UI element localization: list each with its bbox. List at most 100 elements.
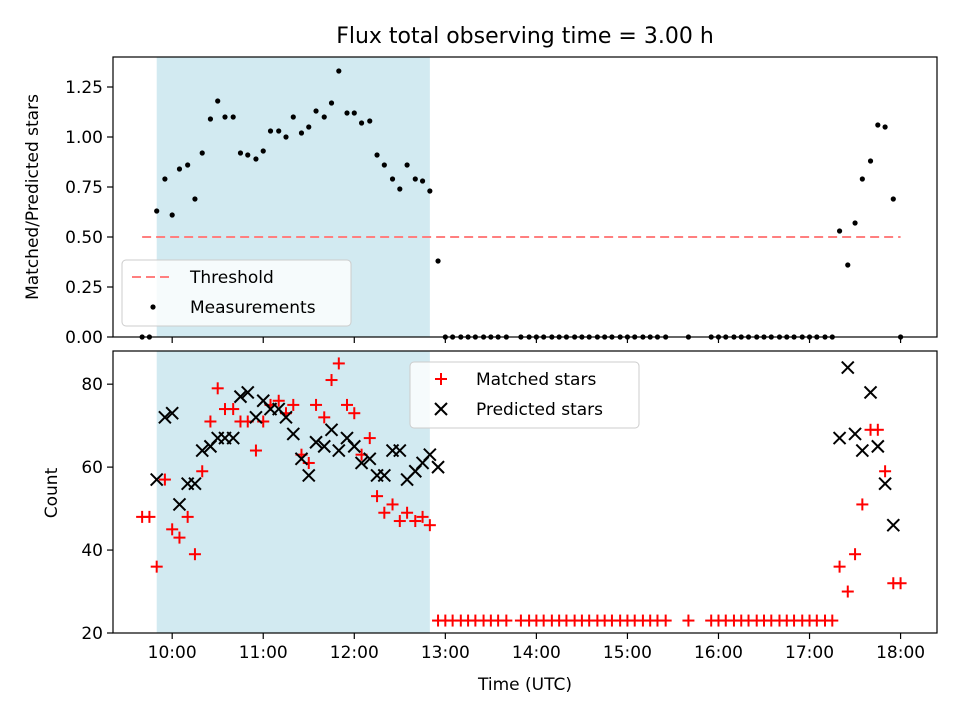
measurement-point xyxy=(222,114,228,120)
legend-measurements-swatch xyxy=(150,304,156,310)
measurement-point xyxy=(298,130,305,136)
y-tick-label: 0.00 xyxy=(65,328,103,348)
predicted-star-point xyxy=(393,443,407,458)
observing-window-shade-bottom xyxy=(156,351,430,633)
bottom-legend: Matched stars Predicted stars xyxy=(409,361,640,429)
x-tick-label: 13:00 xyxy=(421,643,470,663)
predicted-star-point xyxy=(317,439,331,454)
matched-star-point xyxy=(287,398,300,411)
predicted-star-point xyxy=(226,431,240,445)
bottom-legend-box xyxy=(409,361,640,429)
measurement-point xyxy=(389,176,396,182)
predicted-star-point xyxy=(347,439,361,454)
x-tick-label: 10:00 xyxy=(148,643,197,663)
predicted-star-point xyxy=(886,518,901,532)
measurement-point xyxy=(207,116,214,122)
matched-star-point xyxy=(879,465,892,478)
predicted-star-point xyxy=(172,497,187,512)
matched-star-point xyxy=(500,614,513,627)
top-legend-box xyxy=(121,259,352,327)
matched-star-point xyxy=(363,432,376,445)
measurement-point xyxy=(176,166,183,172)
legend-measurements-label: Measurements xyxy=(190,298,316,318)
measurement-point xyxy=(890,196,896,202)
x-tick-label: 14:00 xyxy=(512,643,561,663)
matched-star-point xyxy=(158,473,171,486)
matched-star-point xyxy=(150,560,163,573)
matched-star-point xyxy=(325,374,338,387)
matched-star-point xyxy=(188,548,201,561)
matched-star-point xyxy=(659,614,672,627)
measurement-point xyxy=(237,150,244,156)
top-y-axis-label: Matched/Predicted stars xyxy=(23,94,43,300)
predicted-star-point xyxy=(302,468,316,483)
matched-star-point xyxy=(227,403,240,416)
measurement-point xyxy=(412,176,418,182)
bottom-x-axis-ticks: 10:00 11:00 12:00 13:00 14:00 15:00 16:00 17:00… xyxy=(148,633,925,663)
measurement-point xyxy=(230,114,236,120)
x-tick-label: 18:00 xyxy=(876,643,925,663)
matched-star-point xyxy=(211,382,224,395)
predicted-star-point xyxy=(241,385,255,400)
measurement-point xyxy=(192,196,198,202)
measurement-point xyxy=(328,100,335,106)
matched-star-point xyxy=(826,614,839,627)
predicted-star-point xyxy=(871,439,885,454)
measurement-point xyxy=(283,134,289,140)
measurement-point xyxy=(381,162,387,168)
matched-star-point xyxy=(894,577,907,590)
y-tick-label: 1.25 xyxy=(65,78,103,98)
y-tick-label: 40 xyxy=(81,541,103,561)
matched-star-point xyxy=(386,498,399,511)
matched-star-point xyxy=(409,515,422,528)
x-tick-label: 17:00 xyxy=(785,643,834,663)
measurement-point xyxy=(344,110,350,116)
measurement-point xyxy=(859,176,865,182)
y-tick-label: 60 xyxy=(81,458,103,478)
measurement-point xyxy=(419,178,426,184)
matched-star-point xyxy=(423,519,436,532)
matched-star-point xyxy=(318,411,331,424)
y-tick-label: 80 xyxy=(81,375,103,395)
x-tick-label: 11:00 xyxy=(239,643,288,663)
matched-star-point xyxy=(272,394,285,407)
matched-star-point xyxy=(143,510,156,523)
top-x-axis-ticks xyxy=(171,337,902,343)
measurement-point xyxy=(185,162,191,168)
measurement-point xyxy=(404,162,410,168)
x-tick-label: 15:00 xyxy=(603,643,652,663)
predicted-star-point xyxy=(363,452,377,466)
measurement-point xyxy=(351,110,357,116)
bottom-plot-frame xyxy=(112,350,938,634)
matched-star-point xyxy=(310,398,323,411)
matched-star-point xyxy=(204,415,217,428)
measurement-point xyxy=(336,68,342,74)
measurement-point xyxy=(875,122,881,128)
measurement-point xyxy=(882,124,888,130)
legend-matched-label: Matched stars xyxy=(476,370,596,390)
matched-star-point xyxy=(416,510,429,523)
measurement-point xyxy=(836,228,843,234)
measurement-point xyxy=(306,124,312,130)
predicted-star-point xyxy=(158,410,172,425)
measurement-point xyxy=(276,128,282,134)
predicted-star-point xyxy=(188,476,202,491)
predicted-star-point xyxy=(832,431,847,445)
top-plot-frame xyxy=(112,56,938,338)
y-tick-label: 0.75 xyxy=(65,178,103,198)
measurement-point xyxy=(427,188,433,194)
x-tick-label: 16:00 xyxy=(694,643,743,663)
matched-star-point xyxy=(393,515,406,528)
predicted-star-point xyxy=(309,435,323,449)
predicted-star-point xyxy=(249,410,263,425)
predicted-stars-points xyxy=(149,360,901,532)
top-y-axis-ticks: 0.00 0.25 0.50 0.75 1.00 1.25 xyxy=(65,78,113,348)
predicted-star-point xyxy=(423,447,437,462)
measurement-point xyxy=(374,152,380,158)
legend-predicted-label: Predicted stars xyxy=(476,400,603,420)
predicted-star-point xyxy=(354,456,369,470)
matched-star-point xyxy=(856,498,869,511)
measurement-point xyxy=(267,128,274,134)
bottom-y-axis-ticks: 20 40 60 80 xyxy=(81,375,113,644)
